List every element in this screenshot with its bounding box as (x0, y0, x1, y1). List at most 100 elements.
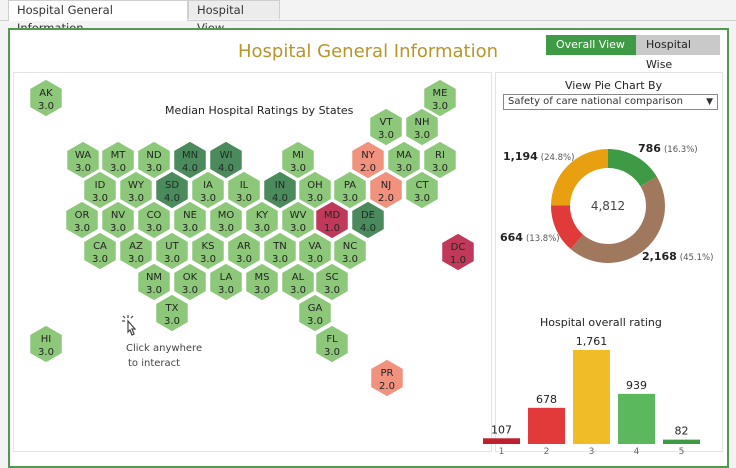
bar-category-label: 1 (499, 447, 505, 454)
state-hex-ri[interactable]: RI 3.0 (422, 140, 458, 180)
state-hex-nc[interactable]: NC 3.0 (332, 231, 368, 271)
state-hex-tn[interactable]: TN 3.0 (262, 231, 298, 271)
donut-slice[interactable] (551, 149, 608, 206)
state-hex-ky[interactable]: KY 3.0 (244, 200, 280, 240)
state-hex-ct[interactable]: CT 3.0 (404, 170, 440, 210)
state-hex-dc[interactable]: DC 1.0 (440, 232, 476, 272)
state-hex-in[interactable]: IN 4.0 (262, 170, 298, 210)
state-rating: 3.0 (236, 193, 252, 204)
state-hex-mn[interactable]: MN 4.0 (172, 140, 208, 180)
state-hex-ar[interactable]: AR 3.0 (226, 231, 262, 271)
state-abbr: HI (41, 334, 51, 345)
donut-slice-label: 2,168 (45.1%) (642, 250, 713, 263)
state-hex-pr[interactable]: PR 2.0 (369, 358, 405, 398)
state-abbr: AR (237, 241, 251, 252)
bar-rating-5[interactable] (663, 439, 700, 444)
state-hex-nv[interactable]: NV 3.0 (100, 200, 136, 240)
state-abbr: IN (275, 180, 285, 191)
state-abbr: NM (146, 272, 162, 283)
bar-rating-1[interactable] (483, 438, 520, 444)
state-rating: 3.0 (307, 316, 323, 327)
state-abbr: MN (182, 150, 198, 161)
state-rating: 3.0 (307, 254, 323, 265)
state-hex-la[interactable]: LA 3.0 (208, 262, 244, 302)
bar-chart[interactable]: 107 1 678 2 1,761 3 939 4 82 5 (478, 330, 723, 454)
state-hex-ma[interactable]: MA 3.0 (386, 140, 422, 180)
state-hex-ak[interactable]: AK 3.0 (28, 78, 64, 118)
pie-selector-dropdown[interactable]: Safety of care national comparison ▼ (503, 94, 718, 110)
state-abbr: RI (435, 150, 445, 161)
state-hex-nj[interactable]: NJ 2.0 (368, 170, 404, 210)
state-hex-wv[interactable]: WV 3.0 (280, 200, 316, 240)
state-abbr: FL (326, 334, 338, 345)
chevron-down-icon: ▼ (706, 97, 713, 107)
donut-slice[interactable] (551, 205, 584, 250)
state-hex-id[interactable]: ID 3.0 (82, 170, 118, 210)
state-rating: 3.0 (432, 101, 448, 112)
state-abbr: TN (272, 241, 287, 252)
state-rating: 3.0 (254, 223, 270, 234)
state-hex-nd[interactable]: ND 3.0 (136, 140, 172, 180)
state-abbr: PA (344, 180, 356, 191)
state-rating: 3.0 (164, 254, 180, 265)
state-abbr: PR (381, 368, 394, 379)
state-hex-md[interactable]: MD 1.0 (314, 200, 350, 240)
overall-view-button[interactable]: Overall View (546, 35, 636, 55)
state-rating: 3.0 (254, 285, 270, 296)
donut-slice[interactable] (570, 176, 665, 263)
state-hex-ia[interactable]: IA 3.0 (190, 170, 226, 210)
state-hex-ca[interactable]: CA 3.0 (82, 231, 118, 271)
bar-rating-4[interactable] (618, 393, 655, 444)
state-hex-al[interactable]: AL 3.0 (280, 262, 316, 302)
state-rating: 3.0 (146, 285, 162, 296)
state-rating: 2.0 (360, 163, 376, 174)
donut-center-total: 4,812 (591, 199, 625, 213)
state-hex-oh[interactable]: OH 3.0 (297, 170, 333, 210)
state-hex-ny[interactable]: NY 2.0 (350, 140, 386, 180)
state-hex-nm[interactable]: NM 3.0 (136, 262, 172, 302)
state-hex-sc[interactable]: SC 3.0 (314, 262, 350, 302)
state-hex-de[interactable]: DE 4.0 (350, 200, 386, 240)
state-hex-tx[interactable]: TX 3.0 (154, 293, 190, 333)
state-hex-me[interactable]: ME 3.0 (422, 78, 458, 118)
state-abbr: MI (292, 150, 304, 161)
state-hex-mo[interactable]: MO 3.0 (208, 200, 244, 240)
state-abbr: AK (39, 88, 53, 99)
state-hex-nh[interactable]: NH 3.0 (404, 107, 440, 147)
pie-selector-value: Safety of care national comparison (508, 96, 683, 107)
state-hex-or[interactable]: OR 3.0 (64, 200, 100, 240)
bar-rating-3[interactable] (573, 350, 610, 444)
state-hex-va[interactable]: VA 3.0 (297, 231, 333, 271)
state-hex-mt[interactable]: MT 3.0 (100, 140, 136, 180)
donut-slice[interactable] (608, 149, 657, 187)
state-hex-ga[interactable]: GA 3.0 (297, 293, 333, 333)
state-hex-sd[interactable]: SD 4.0 (154, 170, 190, 210)
state-abbr: ND (146, 150, 161, 161)
state-hex-ut[interactable]: UT 3.0 (154, 231, 190, 271)
bar-rating-2[interactable] (528, 407, 565, 444)
state-rating: 3.0 (414, 193, 430, 204)
state-hex-ok[interactable]: OK 3.0 (172, 262, 208, 302)
state-hex-mi[interactable]: MI 3.0 (280, 140, 316, 180)
state-hex-il[interactable]: IL 3.0 (226, 170, 262, 210)
state-abbr: CA (93, 241, 107, 252)
hospital-wise-button[interactable]: Hospital Wise (636, 35, 720, 71)
state-rating: 3.0 (342, 193, 358, 204)
state-hex-vt[interactable]: VT 3.0 (368, 107, 404, 147)
state-hex-ms[interactable]: MS 3.0 (244, 262, 280, 302)
state-abbr: GA (308, 303, 323, 314)
state-hex-pa[interactable]: PA 3.0 (332, 170, 368, 210)
state-hex-ks[interactable]: KS 3.0 (190, 231, 226, 271)
state-hex-az[interactable]: AZ 3.0 (118, 231, 154, 271)
donut-chart[interactable]: 786 (16.3%) 2,168 (45.1%) 664 (13.8%) 1,194 (24… (495, 120, 723, 270)
state-rating: 3.0 (200, 254, 216, 265)
state-hex-wi[interactable]: WI 4.0 (208, 140, 244, 180)
state-hex-fl[interactable]: FL 3.0 (314, 324, 350, 364)
state-hex-co[interactable]: CO 3.0 (136, 200, 172, 240)
state-hex-ne[interactable]: NE 3.0 (172, 200, 208, 240)
state-hex-wa[interactable]: WA 3.0 (65, 140, 101, 180)
state-hex-hi[interactable]: HI 3.0 (28, 324, 64, 364)
hex-map[interactable]: AK3.0ME3.0VT3.0NH3.0WA3.0MT3.0ND3.0MN4.0… (0, 0, 736, 454)
state-rating: 3.0 (146, 223, 162, 234)
state-hex-wy[interactable]: WY 3.0 (118, 170, 154, 210)
